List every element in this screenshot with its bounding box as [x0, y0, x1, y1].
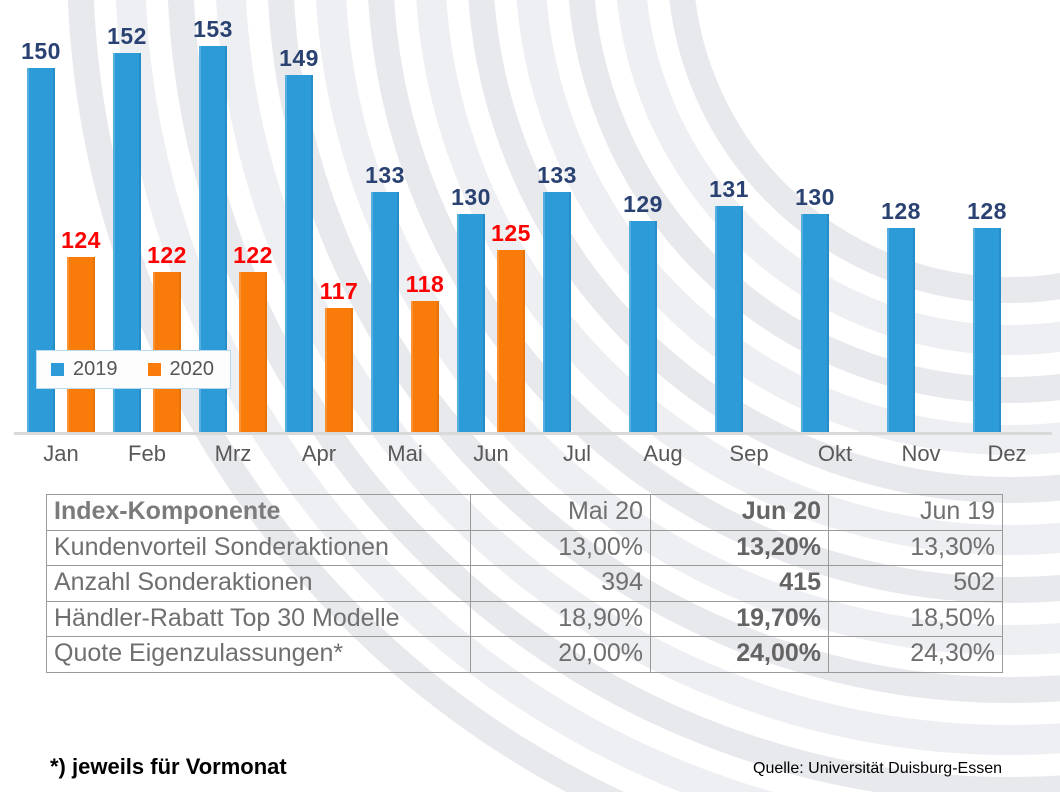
table-row: Kundenvorteil Sonderaktionen 13,00% 13,20%… [46, 529, 1003, 566]
bar-value-label: 152 [107, 23, 147, 50]
bar-fill [543, 191, 571, 432]
table-cell-jun19: 18,50% [828, 600, 1003, 637]
table-cell-mai20: 394 [470, 565, 651, 602]
index-components-table: Index-Komponente Mai 20 Jun 20 Jun 19 Kunden… [46, 494, 1003, 673]
bar-fill [715, 206, 743, 432]
bar-value-label: 153 [193, 16, 233, 43]
bar-2019-okt: 130 [795, 184, 834, 432]
x-tick-apr: Apr [301, 441, 337, 466]
bar-fill [411, 300, 439, 432]
bar-value-label: 130 [451, 183, 491, 210]
bar-value-label: 128 [967, 198, 1007, 225]
bar-2020-mai: 118 [406, 271, 444, 432]
bar-2019-mai: 133 [365, 162, 404, 432]
table-row: Quote Eigenzulassungen* 20,00% 24,00% 24,30… [46, 636, 1003, 673]
x-tick-mrz: Mrz [214, 441, 252, 466]
x-axis-line [14, 432, 1052, 435]
table-header-row: Index-Komponente Mai 20 Jun 20 Jun 19 [46, 494, 1003, 531]
orange-swatch-icon [147, 363, 161, 376]
table-cell-mai20: 20,00% [470, 636, 651, 673]
table-cell-mai20: 13,00% [470, 529, 651, 566]
bar-2020-mrz: 122 [233, 242, 272, 432]
bar-fill [457, 213, 485, 432]
table-cell-jun19: 502 [828, 565, 1003, 602]
legend-item-2020[interactable]: 2020 [147, 358, 215, 381]
bar-value-label: 129 [623, 190, 663, 217]
table-cell-jun20: 19,70% [650, 600, 829, 637]
bar-2020-apr: 117 [320, 278, 358, 432]
legend-item-2019[interactable]: 2019 [51, 358, 118, 381]
bar-fill [629, 220, 657, 432]
bar-2019-aug: 129 [623, 191, 662, 432]
table-cell-name: Händler-Rabatt Top 30 Modelle [46, 600, 471, 637]
bar-2019-sep: 131 [709, 176, 748, 432]
bar-fill [239, 271, 267, 432]
x-tick-aug: Aug [643, 441, 683, 466]
table-header-index-komponente: Index-Komponente [46, 494, 471, 531]
bar-value-label: 131 [709, 176, 749, 203]
bar-value-label: 125 [491, 220, 531, 246]
bar-value-label: 149 [279, 45, 319, 72]
table-header-col-1: Mai 20 [470, 494, 651, 531]
table-cell-jun20: 24,00% [650, 636, 829, 673]
legend-label-2020: 2020 [169, 358, 215, 380]
table-cell-name: Kundenvorteil Sonderaktionen [46, 529, 471, 566]
table-cell-name: Quote Eigenzulassungen* [46, 636, 471, 673]
x-tick-jan: Jan [43, 441, 79, 466]
table-header-col-2: Jun 20 [650, 494, 829, 531]
bar-value-label: 122 [233, 241, 273, 268]
bar-value-label: 130 [795, 183, 835, 210]
x-tick-okt: Okt [817, 441, 853, 466]
monthly-index-bar-chart: 150 124 152 122 153 122 149 117 133 118 130 125 133 1… [0, 16, 1060, 485]
bar-value-label: 133 [537, 161, 577, 188]
bar-fill [497, 250, 525, 432]
table-cell-jun20: 415 [650, 565, 829, 602]
bar-fill [325, 308, 353, 432]
table-cell-jun19: 24,30% [828, 636, 1003, 673]
bar-2019-jul: 133 [537, 162, 576, 432]
bar-2019-dez: 128 [967, 198, 1006, 432]
bar-2019-apr: 149 [279, 45, 318, 432]
bar-value-label: 117 [319, 278, 359, 305]
bar-fill [801, 213, 829, 432]
source-text: Quelle: Universität Duisburg-Essen [753, 760, 1002, 777]
bar-value-label: 118 [405, 270, 445, 297]
bar-value-label: 124 [61, 227, 101, 254]
table-cell-name: Anzahl Sonderaktionen [46, 565, 471, 602]
table-cell-jun20: 13,20% [650, 529, 829, 566]
x-tick-jun: Jun [473, 441, 509, 466]
bar-fill [285, 75, 313, 432]
table-row: Anzahl Sonderaktionen 394 415 502 [46, 565, 1003, 602]
blue-swatch-icon [51, 363, 64, 376]
x-tick-feb: Feb [128, 441, 166, 466]
bar-value-label: 150 [21, 38, 61, 64]
table-header-col-3: Jun 19 [828, 494, 1003, 531]
bar-2020-jan: 124 [61, 227, 100, 432]
x-axis-tick-labels: Jan Feb Mrz Apr Mai Jun Jul Aug Sep Okt Nov Dez [0, 441, 1060, 485]
table-cell-mai20: 18,90% [470, 600, 651, 637]
bar-value-label: 122 [147, 241, 187, 268]
bar-fill [973, 228, 1001, 432]
x-tick-dez: Dez [987, 441, 1027, 466]
x-tick-jul: Jul [562, 441, 592, 466]
bar-value-label: 133 [365, 161, 405, 188]
footnote-text: *) jeweils für Vormonat [50, 754, 287, 779]
bar-2020-jun: 125 [491, 220, 530, 432]
table-cell-jun19: 13,30% [828, 529, 1003, 566]
chart-legend[interactable]: 2019 2020 [36, 350, 231, 389]
bar-fill [67, 257, 95, 432]
bar-2019-nov: 128 [881, 198, 920, 432]
x-tick-sep: Sep [729, 441, 769, 466]
bar-fill [887, 228, 915, 432]
table-row: Händler-Rabatt Top 30 Modelle 18,90% 19,70… [46, 600, 1003, 637]
bar-value-label: 128 [881, 198, 921, 225]
legend-label-2019: 2019 [73, 358, 118, 380]
x-tick-mai: Mai [387, 441, 423, 466]
bar-2019-jun: 130 [451, 184, 490, 432]
x-tick-nov: Nov [901, 441, 941, 466]
bar-fill [371, 191, 399, 432]
